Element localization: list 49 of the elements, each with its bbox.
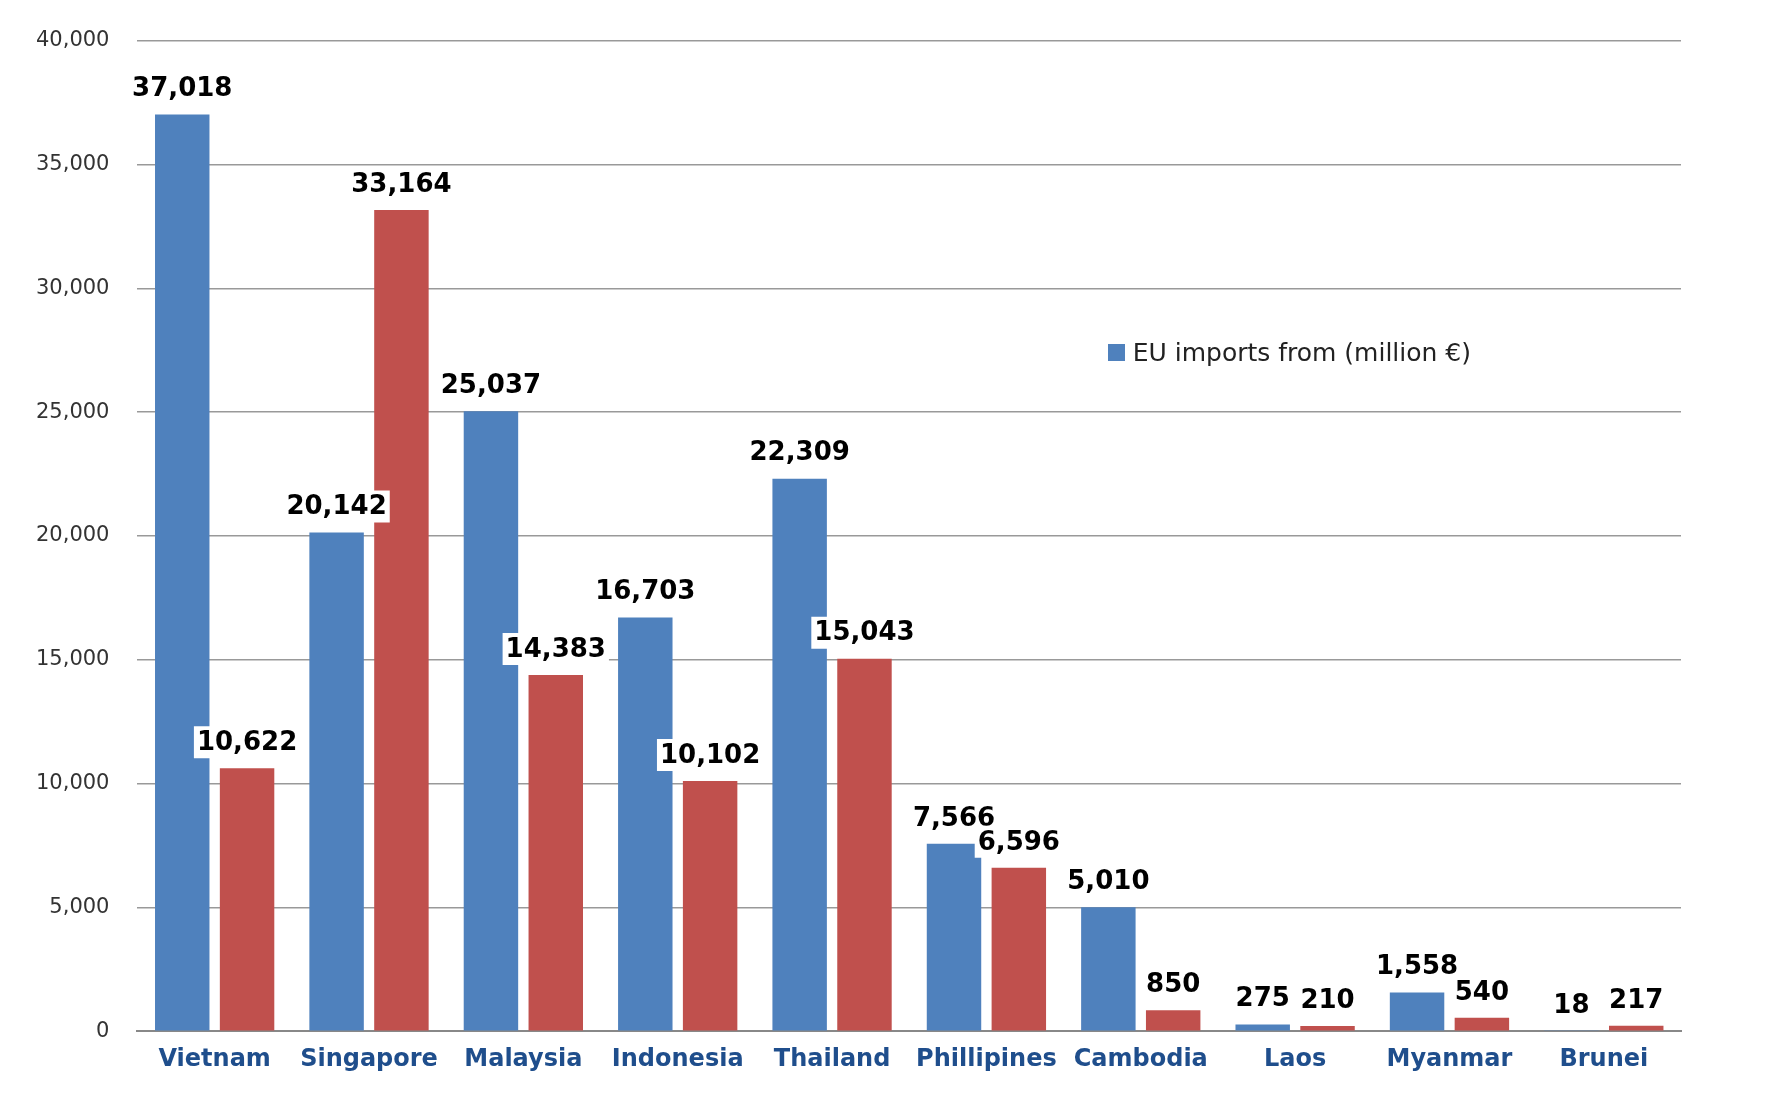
x-tick-label: Singapore: [300, 1043, 438, 1072]
data-label: 6,596: [977, 825, 1060, 856]
x-tick-label: Malaysia: [464, 1043, 583, 1072]
x-tick-label: Myanmar: [1386, 1043, 1513, 1072]
data-label: 850: [1146, 967, 1201, 998]
data-label: 14,383: [505, 632, 606, 663]
y-tick-label: 25,000: [36, 398, 110, 423]
bar: [1145, 1010, 1201, 1031]
bar: [991, 867, 1047, 1031]
data-label: 37,018: [132, 72, 233, 103]
data-label: 20,142: [286, 490, 387, 521]
bar: [1081, 907, 1136, 1031]
data-label: 5,010: [1067, 864, 1150, 895]
bar: [1235, 1024, 1290, 1031]
data-label: 217: [1609, 983, 1664, 1014]
x-tick-label: Indonesia: [611, 1043, 744, 1072]
data-label: 10,622: [196, 725, 298, 756]
x-tick-label: Phillipines: [916, 1043, 1057, 1072]
x-tick-label: Laos: [1263, 1043, 1327, 1072]
bar: [1389, 992, 1445, 1031]
data-label: 25,037: [440, 368, 542, 399]
bar: [219, 768, 275, 1031]
data-label: 18: [1553, 988, 1590, 1019]
y-tick-label: 30,000: [36, 274, 110, 299]
x-tick-label: Cambodia: [1073, 1043, 1208, 1072]
data-label: 22,309: [749, 436, 850, 467]
bar: [528, 675, 583, 1031]
y-tick-label: 15,000: [36, 646, 110, 671]
y-tick-label: 10,000: [36, 770, 110, 794]
y-tick-label: 20,000: [36, 522, 110, 547]
y-tick-label: 40,000: [36, 27, 110, 52]
data-label: 275: [1235, 982, 1290, 1013]
x-tick-label: Vietnam: [158, 1043, 271, 1072]
y-tick-label: 35,000: [36, 150, 110, 175]
bar: [1300, 1026, 1355, 1031]
data-label: 15,043: [814, 616, 915, 647]
bar: [837, 658, 892, 1031]
x-tick-label: Brunei: [1559, 1043, 1649, 1072]
data-label: 33,164: [351, 167, 452, 198]
y-tick-label: 5,000: [49, 893, 110, 918]
bar: [1454, 1017, 1510, 1031]
y-tick-label: 0: [96, 1017, 110, 1042]
data-label: 10,102: [659, 738, 761, 769]
bar: [682, 781, 738, 1031]
x-tick-label: Thailand: [773, 1043, 891, 1072]
legend-label: EU imports from (million €): [1132, 337, 1471, 367]
data-label: 210: [1300, 983, 1355, 1014]
data-label: 16,703: [595, 575, 696, 606]
bar: [309, 532, 364, 1031]
